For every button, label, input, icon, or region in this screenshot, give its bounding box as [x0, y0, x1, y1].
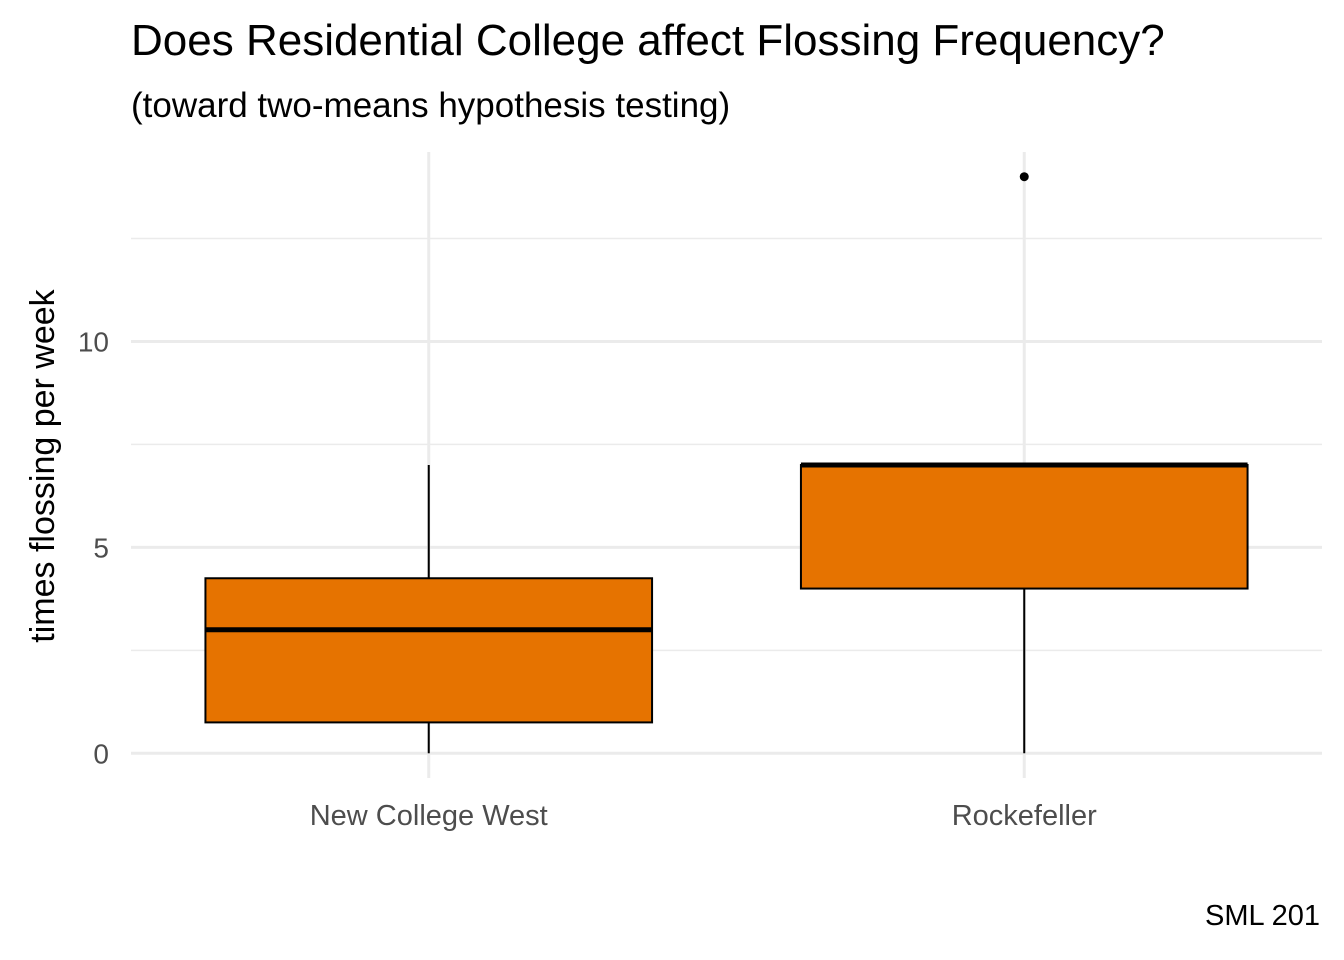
chart-subtitle: (toward two-means hypothesis testing) — [131, 86, 731, 125]
x-tick-label: Rockefeller — [952, 800, 1097, 832]
y-axis-label: times flossing per week — [24, 288, 62, 642]
y-tick-label: 10 — [78, 326, 109, 357]
x-tick-labels: New College West Rockefeller — [310, 800, 1097, 832]
chart-caption: SML 201 — [1205, 900, 1320, 932]
x-tick-label: New College West — [310, 800, 548, 832]
y-tick-label: 5 — [93, 532, 109, 563]
iqr-box — [204, 577, 654, 724]
boxes — [204, 172, 1249, 754]
box-group — [204, 465, 654, 754]
chart-title: Does Residential College affect Flossing… — [131, 16, 1165, 65]
y-tick-label: 0 — [93, 738, 109, 769]
box-group — [799, 172, 1249, 754]
outlier-point — [1019, 172, 1029, 182]
y-tick-labels: 0 5 10 — [78, 326, 109, 769]
iqr-box — [799, 464, 1249, 590]
